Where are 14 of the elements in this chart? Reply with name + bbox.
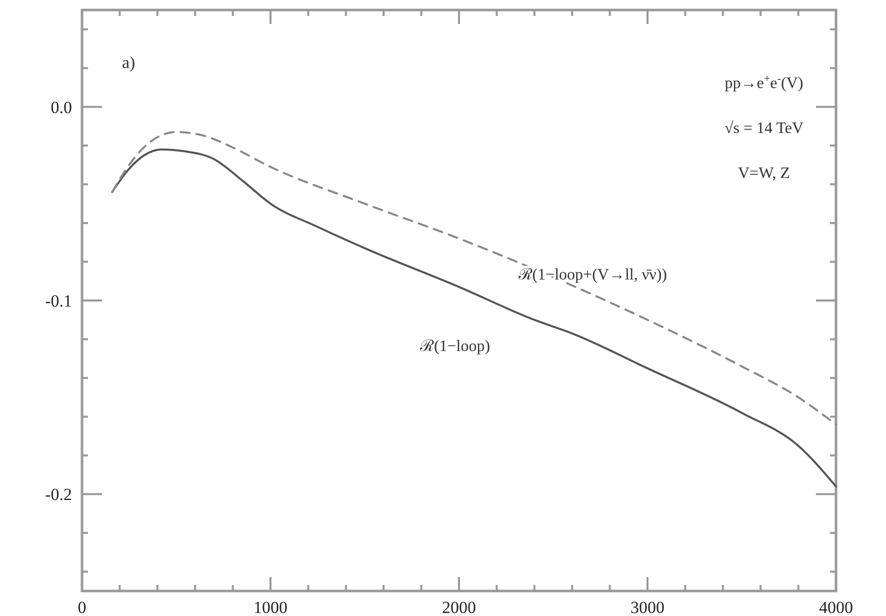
series-label: ℛ(1−loop+(V→ll, ν̄ν)) bbox=[517, 266, 667, 284]
annotation: pp→e$^{+}$e$^{-}$(V) bbox=[724, 73, 804, 92]
y-tick-label: 0.0 bbox=[50, 98, 72, 117]
text: ℛ(1−loop) bbox=[418, 338, 490, 355]
y-tick-label: -0.1 bbox=[45, 292, 72, 310]
x-tick-label: 4000 bbox=[819, 598, 853, 616]
annotation: V=W, Z bbox=[738, 165, 790, 182]
annotation: a) bbox=[122, 53, 136, 72]
y-tick-label: -0.2 bbox=[45, 485, 72, 504]
x-tick-label: 0 bbox=[78, 598, 86, 616]
x-tick-label: 2000 bbox=[442, 598, 476, 616]
x-tick-label: 3000 bbox=[630, 598, 664, 616]
annotation: √s = 14 TeV bbox=[724, 120, 804, 137]
x-tick-label: 1000 bbox=[254, 598, 288, 616]
